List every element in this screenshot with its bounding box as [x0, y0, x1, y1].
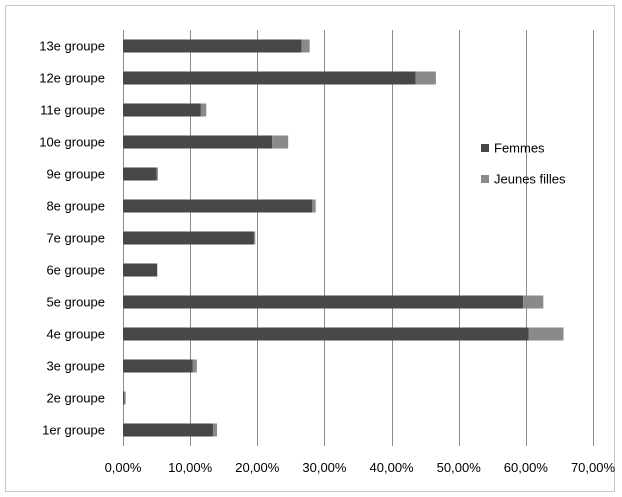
x-tick-label: 10,00%	[168, 460, 213, 475]
bar-jeunes-filles	[192, 359, 197, 373]
legend-label: Femmes	[494, 141, 545, 156]
bar-femmes	[123, 199, 313, 213]
bar-femmes	[123, 327, 529, 341]
legend-swatch	[481, 144, 489, 152]
bar-femmes	[123, 423, 213, 437]
chart-frame	[5, 5, 615, 492]
bar-jeunes-filles	[253, 231, 256, 245]
category-labels: 1er groupe 2e groupe 3e groupe 4e groupe 5e …	[39, 39, 105, 438]
bar-jeunes-filles	[124, 391, 126, 405]
category-label: 8e groupe	[46, 199, 105, 214]
legend: Femmes Jeunes filles	[481, 141, 566, 187]
bar-jeunes-filles	[200, 103, 207, 117]
x-tick-label: 30,00%	[302, 460, 347, 475]
category-label: 11e groupe	[40, 103, 105, 118]
category-label: 5e groupe	[46, 295, 105, 310]
bar-jeunes-filles	[528, 327, 564, 341]
bar-jeunes-filles	[415, 71, 436, 85]
bar-femmes	[123, 39, 302, 53]
category-label: 7e groupe	[46, 231, 105, 246]
bar-femmes	[123, 295, 524, 309]
category-label: 2e groupe	[46, 391, 105, 406]
bar-femmes	[123, 71, 416, 85]
x-tick-label: 40,00%	[370, 460, 415, 475]
x-tick-label: 70,00%	[571, 460, 616, 475]
bar-femmes	[123, 359, 193, 373]
bar-jeunes-filles	[523, 295, 544, 309]
x-tick-label: 50,00%	[437, 460, 482, 475]
bar-femmes	[123, 167, 157, 181]
bar-jeunes-filles	[156, 167, 158, 181]
bar-femmes	[123, 231, 254, 245]
category-label: 13e groupe	[39, 39, 105, 54]
bar-femmes	[123, 135, 273, 149]
category-label: 4e groupe	[46, 327, 105, 342]
category-label: 1er groupe	[42, 423, 105, 438]
category-label: 3e groupe	[46, 359, 105, 374]
category-label: 12e groupe	[39, 71, 105, 86]
category-label: 10e groupe	[39, 135, 105, 150]
bar-jeunes-filles	[272, 135, 289, 149]
bar-femmes	[123, 103, 201, 117]
bar-jeunes-filles	[312, 199, 316, 213]
legend-swatch	[481, 175, 489, 183]
x-tick-label: 0,00%	[105, 460, 142, 475]
bar-jeunes-filles	[301, 39, 310, 53]
legend-label: Jeunes filles	[494, 172, 566, 187]
bar-femmes	[123, 391, 125, 405]
category-label: 6e groupe	[46, 263, 105, 278]
bars	[123, 39, 564, 437]
x-tick-label: 20,00%	[235, 460, 280, 475]
x-tick-label: 60,00%	[504, 460, 549, 475]
bar-jeunes-filles	[212, 423, 217, 437]
bar-femmes	[123, 263, 158, 277]
category-label: 9e groupe	[46, 167, 105, 182]
x-tick-labels: 0,00% 10,00% 20,00% 30,00% 40,00% 50,00% 60,00…	[105, 460, 616, 475]
